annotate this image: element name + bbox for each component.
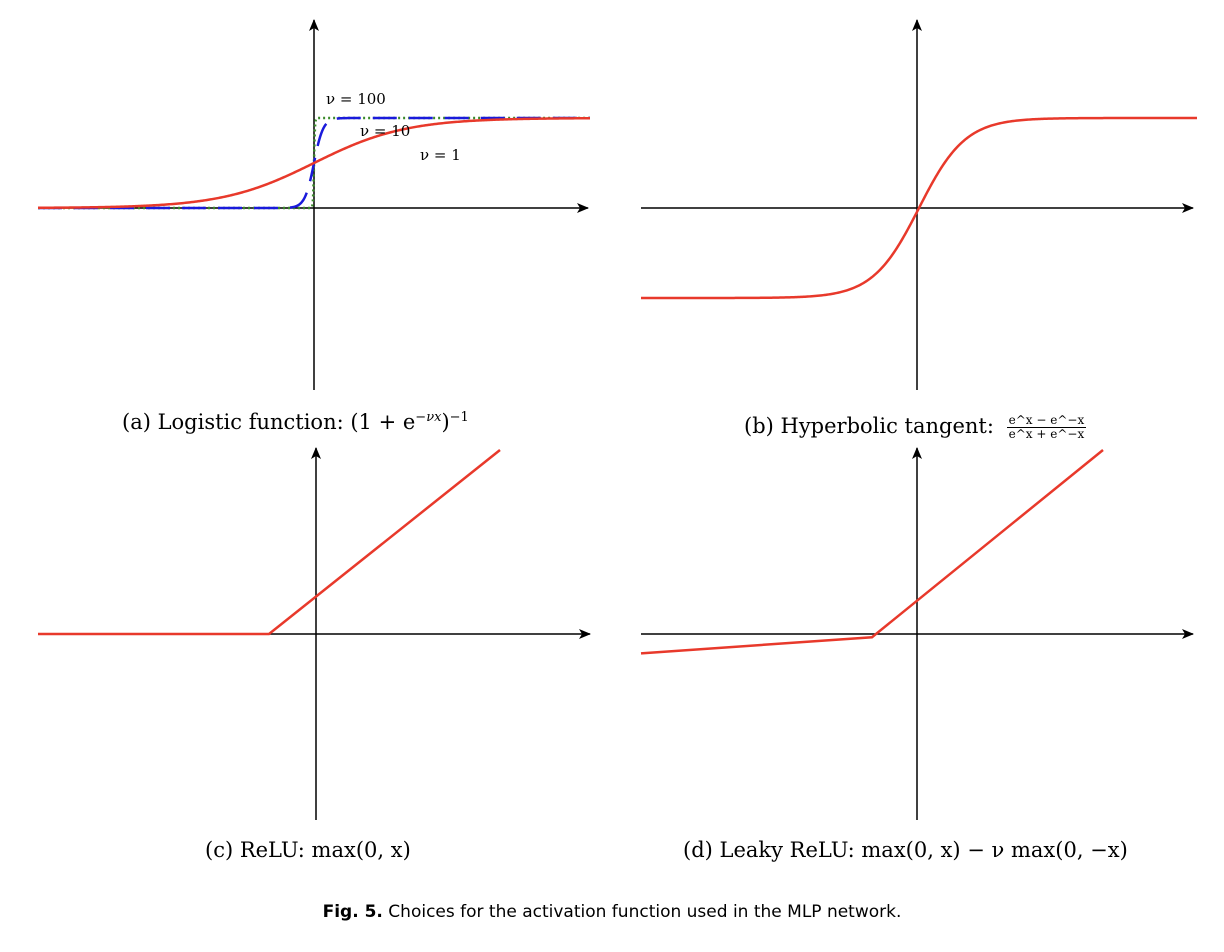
caption-b-denominator: e^x + e^−x xyxy=(1008,427,1085,441)
caption-a-sup2: −1 xyxy=(449,410,469,425)
figure-caption-label: Fig. 5. xyxy=(322,902,383,922)
panel-a-series-nu1 xyxy=(37,116,591,210)
caption-d: (d) Leaky ReLU: max(0, x) − ν max(0, −x) xyxy=(683,838,1128,862)
caption-a-formula2: ) xyxy=(441,410,450,434)
panel-d-series-leaky-relu xyxy=(640,449,1104,655)
figure-caption-text: Choices for the activation function used… xyxy=(382,902,902,922)
caption-b-numerator: e^x − e^−x xyxy=(1006,413,1087,428)
panel-c xyxy=(38,447,591,820)
label-nu1: ν = 1 xyxy=(420,146,461,164)
panel-c-series-relu xyxy=(38,449,501,636)
figure-caption: Fig. 5. Choices for the activation funct… xyxy=(0,902,1224,922)
label-nu10: ν = 10 xyxy=(360,122,410,140)
panel-a: ν = 100 ν = 10 ν = 1 xyxy=(37,19,591,390)
label-nu100: ν = 100 xyxy=(326,90,386,108)
caption-c: (c) ReLU: max(0, x) xyxy=(205,838,411,862)
panel-b-series-tanh xyxy=(641,116,1197,300)
caption-b-fraction: e^x − e^−x e^x + e^−x xyxy=(1006,413,1087,441)
panel-d xyxy=(640,447,1194,820)
caption-a: (a) Logistic function: (1 + e−νx)−1 xyxy=(122,410,469,434)
panel-b xyxy=(641,19,1197,390)
caption-a-formula: (1 + e xyxy=(350,410,416,434)
caption-a-prefix: (a) Logistic function: xyxy=(122,410,351,434)
caption-b: (b) Hyperbolic tangent: e^x − e^−x e^x + … xyxy=(744,413,1087,441)
caption-b-prefix: (b) Hyperbolic tangent: xyxy=(744,414,1001,438)
caption-a-sup1: −νx xyxy=(415,410,442,425)
